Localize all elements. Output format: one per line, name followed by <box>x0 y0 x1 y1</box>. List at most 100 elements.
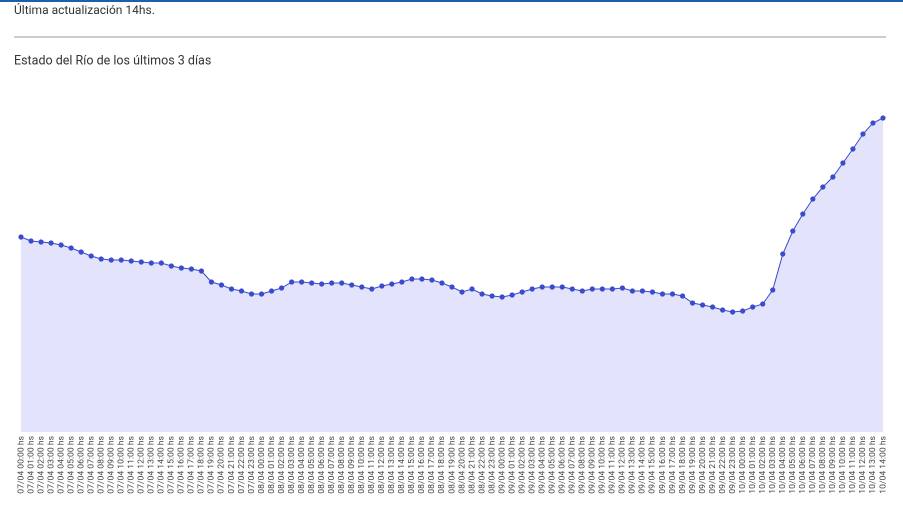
point <box>158 260 164 266</box>
x-tick-label: 10/04 12:00 hs <box>858 435 868 493</box>
point <box>38 239 44 245</box>
point <box>649 289 656 295</box>
point <box>228 286 235 292</box>
point <box>790 228 796 234</box>
point <box>178 265 184 271</box>
x-tick-label: 08/04 10:00 hs <box>357 435 367 493</box>
x-tick-label: 10/04 01:00 hs <box>748 435 758 493</box>
point <box>669 291 676 297</box>
point <box>730 309 736 315</box>
point <box>780 251 786 257</box>
x-tick-label: 07/04 10:00 hs <box>116 435 126 493</box>
x-tick-label: 10/04 04:00 hs <box>778 435 788 493</box>
point <box>559 284 565 290</box>
point <box>710 304 716 310</box>
point <box>529 286 535 292</box>
x-tick-label: 10/04 09:00 hs <box>828 435 838 493</box>
x-tick-label: 09/04 16:00 hs <box>658 435 668 493</box>
x-tick-label: 08/04 19:00 hs <box>447 435 457 493</box>
point <box>138 259 144 265</box>
point <box>589 286 595 292</box>
x-tick-label: 09/04 07:00 hs <box>568 435 578 493</box>
x-tick-label: 07/04 21:00 hs <box>227 435 237 493</box>
point <box>369 286 375 292</box>
point <box>840 160 846 166</box>
x-tick-label: 10/04 05:00 hs <box>788 435 798 493</box>
x-tick-label: 09/04 12:00 hs <box>618 435 628 493</box>
point <box>549 284 555 290</box>
x-tick-label: 09/04 19:00 hs <box>688 435 698 493</box>
point <box>268 288 275 294</box>
point <box>459 289 465 295</box>
point <box>108 257 114 263</box>
x-tick-label: 10/04 06:00 hs <box>798 435 808 493</box>
x-tick-label: 08/04 01:00 hs <box>267 435 277 493</box>
x-tick-label: 09/04 17:00 hs <box>668 435 678 493</box>
point <box>499 294 505 300</box>
point <box>349 282 355 288</box>
x-tick-label: 08/04 13:00 hs <box>387 435 397 493</box>
point <box>248 291 255 297</box>
x-tick-label: 09/04 20:00 hs <box>698 435 708 493</box>
point <box>208 279 215 285</box>
x-tick-label: 07/04 11:00 hs <box>127 435 137 493</box>
x-tick-label: 09/04 15:00 hs <box>648 435 658 493</box>
point <box>399 279 405 285</box>
point <box>168 263 174 269</box>
x-tick-label: 09/04 23:00 hs <box>728 435 738 493</box>
x-tick-label: 08/04 11:00 hs <box>367 435 377 493</box>
point <box>539 284 545 290</box>
x-tick-label: 07/04 09:00 hs <box>106 435 116 493</box>
x-tick-label: 07/04 03:00 hs <box>46 435 56 493</box>
point <box>760 301 766 307</box>
point <box>238 288 245 294</box>
x-tick-label: 08/04 05:00 hs <box>307 435 317 493</box>
x-tick-label: 07/04 01:00 hs <box>26 435 36 493</box>
x-tick-label: 07/04 23:00 hs <box>247 435 257 493</box>
point <box>479 291 485 297</box>
point <box>679 293 686 299</box>
x-tick-label: 09/04 03:00 hs <box>527 435 537 493</box>
x-tick-label: 10/04 03:00 hs <box>768 435 778 493</box>
x-tick-label: 09/04 22:00 hs <box>718 435 728 493</box>
point <box>188 266 194 272</box>
point <box>329 280 335 286</box>
point <box>319 281 325 287</box>
x-tick-label: 08/04 20:00 hs <box>457 435 467 493</box>
x-tick-label: 09/04 09:00 hs <box>588 435 598 493</box>
x-tick-label: 10/04 14:00 hs <box>878 435 888 493</box>
point <box>68 245 74 251</box>
area <box>21 118 883 432</box>
point <box>309 280 315 286</box>
x-tick-label: 07/04 04:00 hs <box>56 435 66 493</box>
top-bar <box>0 0 903 2</box>
point <box>88 253 94 259</box>
point <box>489 293 495 299</box>
point <box>128 258 134 264</box>
x-tick-label: 08/04 21:00 hs <box>467 435 477 493</box>
x-tick-label: 09/04 00:00 hs <box>497 435 507 493</box>
point <box>389 281 395 287</box>
point <box>629 288 636 294</box>
point <box>28 238 34 244</box>
point <box>148 260 154 266</box>
x-tick-label: 08/04 18:00 hs <box>437 435 447 493</box>
x-tick-label: 08/04 03:00 hs <box>287 435 297 493</box>
x-tick-label: 07/04 12:00 hs <box>137 435 147 493</box>
x-tick-label: 09/04 14:00 hs <box>638 435 648 493</box>
x-tick-label: 09/04 05:00 hs <box>547 435 557 493</box>
point <box>289 279 295 285</box>
point <box>78 249 84 255</box>
x-tick-label: 10/04 02:00 hs <box>758 435 768 493</box>
x-tick-label: 07/04 08:00 hs <box>96 435 106 493</box>
point <box>519 289 525 295</box>
point <box>609 286 615 292</box>
x-tick-label: 08/04 00:00 hs <box>257 435 267 493</box>
x-tick-label: 10/04 13:00 hs <box>868 435 878 493</box>
point <box>198 268 205 274</box>
point <box>880 115 886 121</box>
x-tick-label: 10/04 08:00 hs <box>818 435 828 493</box>
x-tick-label: 08/04 23:00 hs <box>487 435 497 493</box>
point <box>750 304 756 310</box>
x-tick-label: 08/04 15:00 hs <box>407 435 417 493</box>
